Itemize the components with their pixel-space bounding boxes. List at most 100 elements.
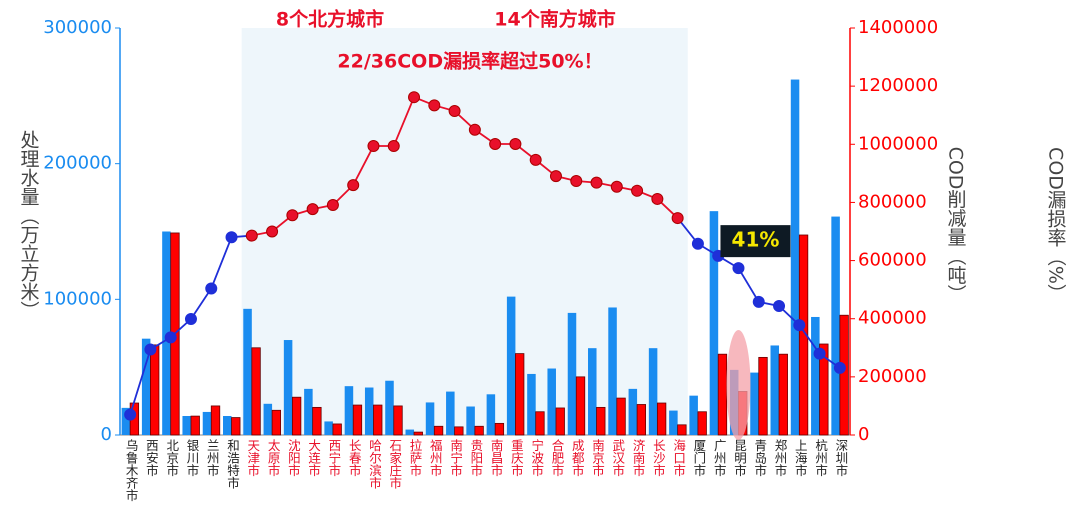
x-tick-label: 西宁市	[326, 439, 341, 477]
x-tick-label: 厦门市	[691, 439, 706, 477]
bar	[636, 404, 646, 436]
bar	[304, 388, 313, 435]
y-tick-label: 100000	[43, 288, 112, 309]
x-tick-label: 海口市	[671, 438, 686, 477]
annotation: 14个南方城市	[494, 8, 615, 31]
bar	[616, 397, 626, 436]
x-tick-label: 郑州市	[773, 438, 788, 477]
bar	[831, 216, 840, 435]
bar	[567, 312, 577, 435]
x-tick-label: 天津市	[245, 439, 260, 477]
bar	[474, 425, 484, 436]
x-tick-label: 南昌市	[489, 438, 504, 477]
x-tick-label: 哈尔滨市	[367, 439, 382, 489]
bar	[486, 394, 496, 435]
line-marker	[408, 91, 421, 104]
bar	[150, 344, 160, 436]
line-marker	[631, 184, 644, 197]
y-axis-label: 处理水量（万立方米）	[18, 130, 40, 320]
bar	[770, 345, 780, 435]
bar	[446, 391, 455, 435]
x-tick-label: 长春市	[347, 439, 362, 477]
line-marker	[833, 361, 846, 374]
bar	[373, 404, 383, 436]
line-marker	[245, 229, 258, 242]
line-marker	[732, 262, 745, 275]
line-marker	[184, 313, 197, 326]
bar	[648, 348, 658, 435]
x-tick-label: 合肥市	[549, 438, 564, 477]
bar	[506, 296, 516, 435]
line-marker	[549, 170, 562, 183]
bar	[709, 211, 719, 435]
line-marker	[529, 153, 542, 166]
line-marker	[286, 209, 299, 222]
bar	[535, 411, 545, 436]
bar	[750, 372, 759, 435]
x-tick-label: 宁波市	[529, 438, 544, 477]
line-marker	[266, 225, 279, 238]
bar	[628, 388, 638, 435]
bar	[243, 308, 252, 435]
x-tick-label: 广州市	[712, 439, 727, 477]
line-marker	[164, 331, 177, 344]
bar	[312, 406, 322, 436]
bar	[790, 79, 800, 435]
bar	[291, 396, 302, 436]
x-tick-label: 深圳市	[833, 439, 848, 477]
line-marker	[347, 179, 360, 192]
line-marker	[813, 347, 826, 360]
bar	[271, 409, 282, 436]
y-tick-label: 200000	[43, 153, 112, 174]
data-label: 41%	[732, 228, 780, 252]
line-marker	[448, 105, 461, 118]
highlight-region	[241, 28, 688, 435]
y-tick-label: 300000	[43, 17, 112, 38]
x-tick-label: 重庆市	[509, 438, 524, 477]
x-tick-label: 石家庄市	[387, 439, 402, 489]
bar	[344, 386, 354, 435]
y2-tick-label: 600000	[858, 250, 927, 271]
bar	[677, 424, 687, 436]
x-tick-label: 武汉市	[610, 439, 625, 477]
x-tick-label: 青岛市	[752, 439, 767, 477]
y2-tick-label: 0	[858, 424, 869, 445]
x-tick-label: 杭州市	[813, 438, 828, 477]
bar	[210, 405, 221, 436]
line-marker	[367, 140, 380, 153]
bar	[798, 234, 809, 436]
line-marker	[752, 295, 765, 308]
y2-tick-label: 1400000	[858, 17, 938, 38]
line-marker	[428, 99, 441, 112]
bar	[425, 402, 435, 435]
line-marker	[691, 237, 704, 250]
x-tick-label: 兰州市	[205, 439, 220, 477]
x-tick-label: 贵阳市	[468, 439, 483, 477]
x-tick-label: 济南市	[631, 438, 646, 477]
x-tick-label: 长沙市	[651, 439, 666, 477]
x-tick-label: 沈阳市	[286, 438, 301, 477]
line-marker	[590, 176, 603, 189]
line-marker	[489, 137, 502, 150]
line	[251, 96, 679, 237]
line-marker	[225, 231, 238, 244]
highlight-ellipse	[726, 330, 751, 440]
bar	[656, 402, 667, 436]
bar	[466, 406, 475, 435]
bar	[190, 415, 200, 436]
bar	[811, 316, 820, 435]
x-tick-label: 北京市	[164, 439, 179, 477]
bar	[263, 403, 273, 435]
bar	[547, 368, 556, 435]
bar	[332, 423, 342, 436]
bar	[515, 353, 525, 436]
y3-axis-label: COD漏损率（%）	[1045, 147, 1067, 303]
x-tick-label: 昆明市	[732, 439, 747, 477]
x-tick-label: 福州市	[428, 438, 443, 477]
bar	[608, 307, 617, 435]
bar	[141, 338, 151, 435]
bar	[689, 395, 698, 435]
y2-tick-label: 1000000	[858, 133, 938, 154]
bar	[364, 387, 374, 435]
bar	[223, 416, 232, 435]
